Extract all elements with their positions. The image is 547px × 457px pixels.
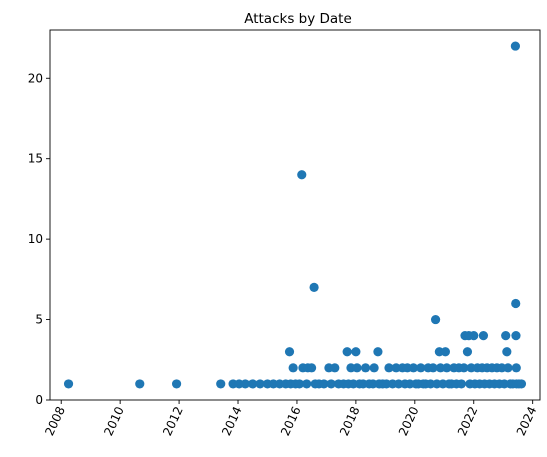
data-point <box>342 347 352 357</box>
data-point <box>442 363 452 373</box>
data-point <box>294 379 305 389</box>
y-tick-label: 5 <box>35 313 43 327</box>
data-point <box>459 363 469 373</box>
data-point <box>502 347 512 357</box>
data-point <box>360 363 371 373</box>
data-point <box>216 379 226 389</box>
x-tick-label: 2018 <box>337 404 363 438</box>
data-point <box>284 347 295 357</box>
data-point <box>456 379 466 389</box>
data-point <box>428 363 438 373</box>
data-point <box>288 363 298 373</box>
data-point <box>478 331 489 341</box>
x-tick-label: 2012 <box>160 404 186 438</box>
data-point <box>351 347 361 357</box>
data-point <box>297 170 307 180</box>
data-point <box>309 282 319 292</box>
chart-title: Attacks by Date <box>244 11 352 27</box>
data-point <box>440 347 451 357</box>
y-axis: 0 5 10 15 20 <box>28 71 50 407</box>
x-tick-label: 2022 <box>455 404 481 438</box>
data-point <box>416 363 426 373</box>
x-tick-label: 2020 <box>396 404 422 438</box>
data-point <box>319 379 329 389</box>
data-point <box>373 347 383 357</box>
data-point <box>135 379 145 389</box>
data-point <box>255 379 265 389</box>
data-point <box>435 363 446 373</box>
data-point <box>306 363 317 373</box>
data-point <box>352 363 362 373</box>
data-point <box>511 363 521 373</box>
data-point <box>511 298 521 309</box>
x-tick-label: 2008 <box>42 404 68 438</box>
x-tick-label: 2010 <box>101 404 127 438</box>
data-point <box>171 379 182 389</box>
data-point <box>369 363 379 373</box>
data-point <box>503 363 513 373</box>
data-point <box>501 331 511 341</box>
data-point <box>302 379 312 389</box>
data-point <box>326 379 336 389</box>
data-point <box>462 347 473 357</box>
data-point <box>510 41 520 51</box>
data-point <box>469 331 479 341</box>
data-point <box>391 363 401 373</box>
data-point <box>511 331 521 341</box>
data-point <box>394 379 404 389</box>
plot-area-frame <box>49 29 541 401</box>
x-tick-label: 2024 <box>514 404 540 438</box>
y-tick-label: 20 <box>28 71 43 85</box>
data-point <box>248 379 258 389</box>
data-point <box>330 363 340 373</box>
data-point <box>384 363 394 373</box>
data-point <box>516 379 527 389</box>
data-point <box>408 363 419 373</box>
y-tick-label: 15 <box>28 152 43 166</box>
data-point <box>240 379 250 389</box>
x-tick-label: 2016 <box>278 404 304 438</box>
x-axis: 2008 2010 2012 2014 2016 2018 2020 2022 2024 <box>42 400 539 438</box>
data-point <box>430 314 441 325</box>
y-tick-label: 10 <box>28 232 43 246</box>
x-tick-label: 2014 <box>219 404 245 438</box>
scatter-points <box>63 41 527 389</box>
data-point <box>268 379 278 389</box>
y-tick-label: 0 <box>35 393 43 407</box>
data-point <box>63 379 74 389</box>
